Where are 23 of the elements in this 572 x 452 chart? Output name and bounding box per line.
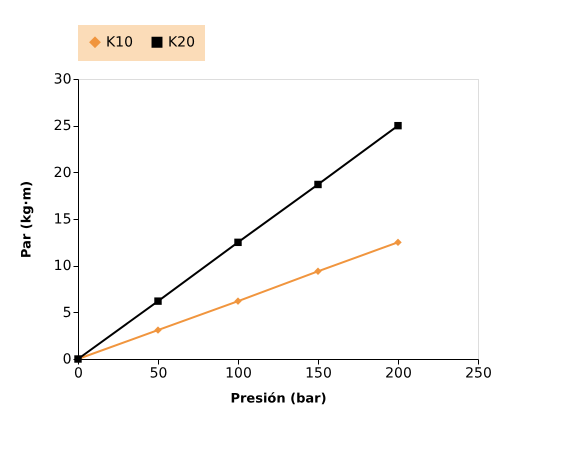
y-tick-label: 15 [54,212,72,228]
y-tick-label: 5 [62,304,72,321]
y-tick-label: 0 [62,352,72,368]
legend-label: K20 [168,34,195,50]
x-tick-label: 250 [465,366,492,382]
point [154,297,162,305]
x-tick-label: 100 [225,366,252,382]
legend-label: K10 [106,34,133,50]
y-tick-label: 10 [54,258,72,274]
point [394,238,402,246]
point [394,122,402,130]
y-axis-title: Par (kg·m) [20,180,35,258]
x-tick-label: 200 [385,366,412,382]
x-axis-title: Presión (bar) [230,392,327,406]
y-tick-label: 30 [54,72,72,88]
y-tick-label: 20 [54,164,72,181]
y-tick-label: 25 [54,118,72,134]
x-tick-label: 150 [305,366,332,382]
point [234,297,242,305]
x-tick-label: 0 [74,366,83,382]
point [154,326,162,334]
point [234,238,242,246]
x-tick-label: 50 [150,366,168,382]
